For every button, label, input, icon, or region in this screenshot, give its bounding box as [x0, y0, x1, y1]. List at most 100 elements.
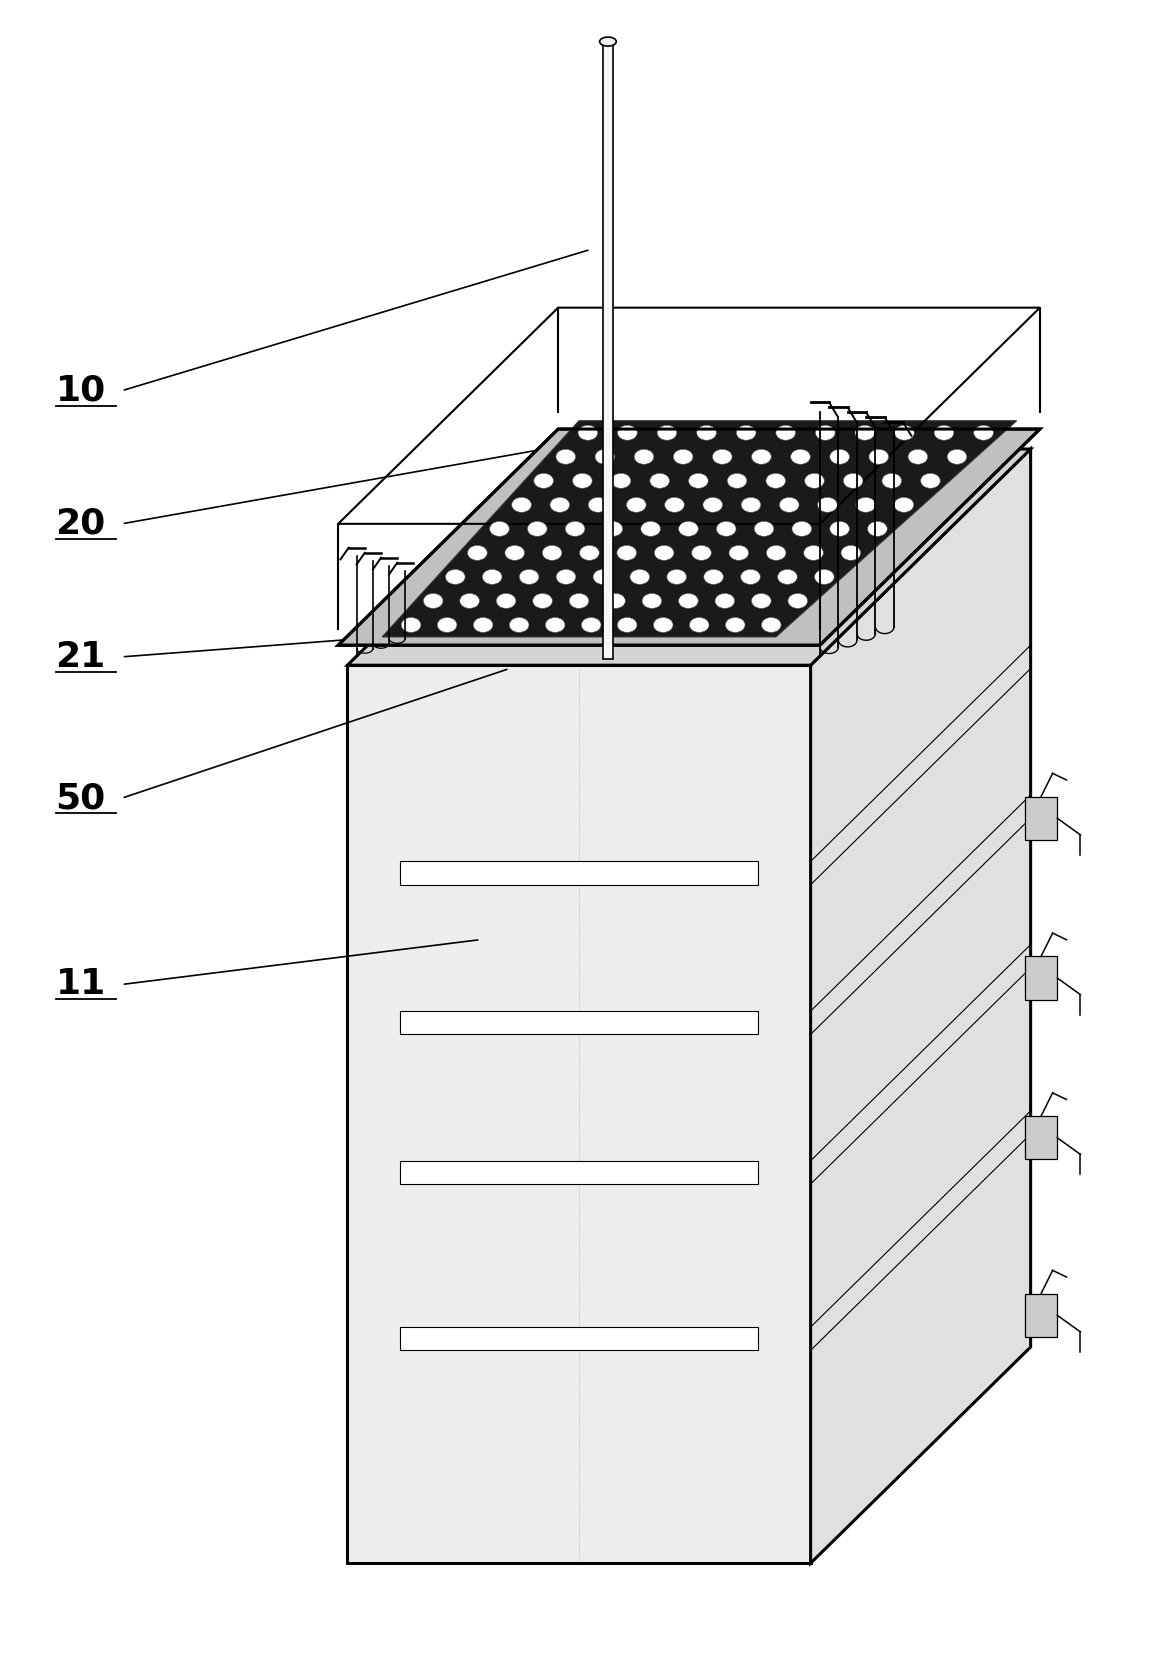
Ellipse shape: [867, 522, 887, 537]
Ellipse shape: [401, 617, 420, 632]
Ellipse shape: [438, 617, 457, 632]
Ellipse shape: [556, 569, 576, 584]
Ellipse shape: [689, 474, 709, 489]
Ellipse shape: [736, 426, 756, 441]
Ellipse shape: [895, 426, 915, 441]
Ellipse shape: [830, 522, 850, 537]
Ellipse shape: [606, 594, 625, 609]
Ellipse shape: [483, 569, 503, 584]
Ellipse shape: [815, 426, 835, 441]
Ellipse shape: [935, 426, 954, 441]
Ellipse shape: [588, 497, 608, 512]
Ellipse shape: [460, 594, 479, 609]
Text: 20: 20: [56, 507, 105, 540]
Ellipse shape: [776, 426, 796, 441]
Ellipse shape: [572, 474, 592, 489]
Polygon shape: [602, 42, 614, 659]
Polygon shape: [1025, 1294, 1057, 1337]
Ellipse shape: [570, 594, 589, 609]
Ellipse shape: [730, 545, 749, 560]
Polygon shape: [400, 861, 758, 885]
Ellipse shape: [603, 522, 623, 537]
Ellipse shape: [579, 545, 599, 560]
Ellipse shape: [446, 569, 466, 584]
Ellipse shape: [665, 497, 684, 512]
Ellipse shape: [490, 522, 510, 537]
Ellipse shape: [667, 569, 687, 584]
Ellipse shape: [689, 617, 709, 632]
Ellipse shape: [714, 594, 734, 609]
Ellipse shape: [617, 426, 637, 441]
Ellipse shape: [868, 449, 888, 464]
Ellipse shape: [534, 474, 554, 489]
Ellipse shape: [527, 522, 547, 537]
Ellipse shape: [712, 449, 732, 464]
Text: 11: 11: [56, 968, 105, 1001]
Polygon shape: [1025, 956, 1057, 999]
Ellipse shape: [974, 426, 994, 441]
Ellipse shape: [611, 474, 631, 489]
Ellipse shape: [752, 594, 771, 609]
Ellipse shape: [673, 449, 692, 464]
Ellipse shape: [843, 474, 863, 489]
Ellipse shape: [908, 449, 928, 464]
Polygon shape: [400, 1327, 758, 1350]
Ellipse shape: [814, 569, 834, 584]
Ellipse shape: [787, 594, 807, 609]
Ellipse shape: [468, 545, 488, 560]
Ellipse shape: [804, 545, 823, 560]
Ellipse shape: [617, 617, 637, 632]
Polygon shape: [811, 449, 1031, 1563]
Ellipse shape: [617, 545, 637, 560]
Ellipse shape: [640, 522, 660, 537]
Ellipse shape: [578, 426, 598, 441]
Ellipse shape: [752, 449, 771, 464]
Ellipse shape: [741, 569, 761, 584]
Ellipse shape: [830, 449, 850, 464]
Ellipse shape: [704, 569, 724, 584]
Ellipse shape: [767, 545, 786, 560]
Ellipse shape: [818, 497, 837, 512]
Ellipse shape: [703, 497, 723, 512]
Ellipse shape: [921, 474, 940, 489]
Ellipse shape: [679, 594, 698, 609]
Ellipse shape: [519, 569, 538, 584]
Ellipse shape: [717, 522, 736, 537]
Ellipse shape: [727, 474, 747, 489]
Text: 21: 21: [56, 640, 105, 674]
Ellipse shape: [550, 497, 570, 512]
Ellipse shape: [642, 594, 661, 609]
Ellipse shape: [626, 497, 646, 512]
Ellipse shape: [777, 569, 797, 584]
Ellipse shape: [697, 426, 717, 441]
Ellipse shape: [856, 497, 875, 512]
Ellipse shape: [593, 569, 613, 584]
Text: 10: 10: [56, 374, 105, 407]
Ellipse shape: [791, 449, 811, 464]
Ellipse shape: [600, 37, 616, 47]
Ellipse shape: [947, 449, 967, 464]
Ellipse shape: [581, 617, 601, 632]
Polygon shape: [347, 449, 1031, 665]
Ellipse shape: [545, 617, 565, 632]
Ellipse shape: [725, 617, 745, 632]
Ellipse shape: [762, 617, 782, 632]
Ellipse shape: [505, 545, 525, 560]
Ellipse shape: [679, 522, 698, 537]
Ellipse shape: [510, 617, 529, 632]
Ellipse shape: [512, 497, 532, 512]
Ellipse shape: [894, 497, 914, 512]
Ellipse shape: [474, 617, 493, 632]
Ellipse shape: [654, 545, 674, 560]
Ellipse shape: [533, 594, 552, 609]
Polygon shape: [382, 421, 1017, 637]
Polygon shape: [400, 1161, 758, 1184]
Ellipse shape: [741, 497, 761, 512]
Ellipse shape: [805, 474, 824, 489]
Ellipse shape: [497, 594, 516, 609]
Text: 50: 50: [56, 782, 105, 815]
Ellipse shape: [635, 449, 654, 464]
Ellipse shape: [542, 545, 562, 560]
Polygon shape: [1025, 797, 1057, 840]
Ellipse shape: [792, 522, 812, 537]
